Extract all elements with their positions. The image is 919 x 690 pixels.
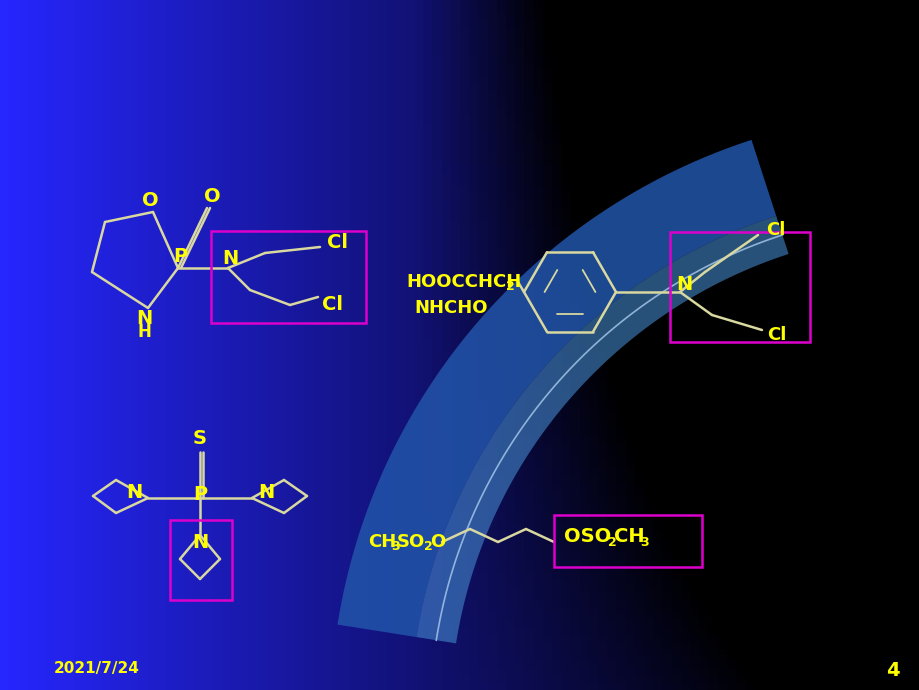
Text: 3: 3 [391, 540, 399, 553]
Text: N: N [257, 484, 274, 502]
Bar [210, 231, 366, 323]
Text: P: P [173, 246, 187, 266]
Text: 2: 2 [607, 535, 616, 549]
Bar [669, 232, 809, 342]
Text: 2021/7/24: 2021/7/24 [54, 660, 140, 676]
Text: Cl: Cl [323, 295, 343, 315]
Text: N: N [192, 533, 208, 553]
Text: Cl: Cl [327, 233, 348, 253]
Text: N: N [126, 484, 142, 502]
Text: Cl: Cl [766, 326, 786, 344]
Text: SO: SO [397, 533, 425, 551]
Text: NHCHO: NHCHO [414, 299, 487, 317]
Text: OSO: OSO [563, 527, 610, 546]
Text: H: H [137, 323, 151, 341]
Polygon shape [416, 216, 788, 643]
Text: Cl: Cl [766, 221, 785, 239]
Polygon shape [337, 140, 776, 637]
Text: O: O [142, 190, 158, 210]
Text: 2: 2 [424, 540, 432, 553]
Text: 4: 4 [885, 660, 899, 680]
Text: N: N [136, 308, 152, 328]
Text: S: S [193, 428, 207, 448]
Text: O: O [203, 186, 220, 206]
Text: 3: 3 [640, 535, 648, 549]
Text: 2: 2 [505, 281, 515, 293]
Text: N: N [675, 275, 691, 293]
Text: HOOCCHCH: HOOCCHCH [405, 273, 521, 291]
Bar [170, 520, 232, 600]
Text: P: P [193, 484, 207, 504]
Text: N: N [221, 248, 238, 268]
Text: O: O [429, 533, 445, 551]
Bar [553, 515, 701, 567]
Text: CH: CH [613, 527, 644, 546]
Text: CH: CH [368, 533, 396, 551]
